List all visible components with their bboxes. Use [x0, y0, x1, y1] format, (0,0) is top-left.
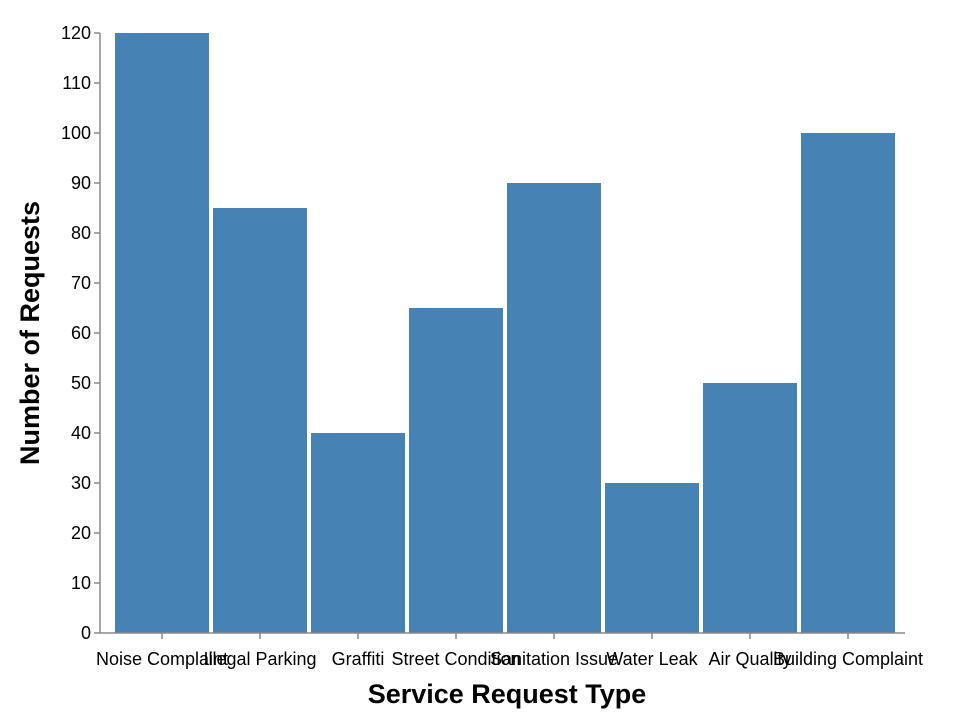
bar-street-condition — [409, 308, 503, 633]
bar-air-quality — [703, 383, 797, 633]
x-tick-label-sanitation-issue: Sanitation Issue — [490, 649, 618, 669]
y-tick-label-120: 120 — [61, 23, 91, 43]
x-tick-label-air-quality: Air Quality — [708, 649, 791, 669]
y-axis-title: Number of Requests — [15, 201, 45, 465]
bar-graffiti — [311, 433, 405, 633]
bar-building-complaint — [801, 133, 895, 633]
bar-sanitation-issue — [507, 183, 601, 633]
y-tick-label-60: 60 — [71, 323, 91, 343]
y-tick-label-20: 20 — [71, 523, 91, 543]
y-tick-label-0: 0 — [81, 623, 91, 643]
bar-illegal-parking — [213, 208, 307, 633]
y-tick-label-110: 110 — [62, 73, 91, 93]
x-tick-label-street-condition: Street Condition — [391, 649, 520, 669]
bar-water-leak — [605, 483, 699, 633]
y-tick-label-30: 30 — [71, 473, 91, 493]
y-axis: 0 10 20 30 40 50 60 70 80 90 100 110 120 — [61, 23, 101, 643]
x-axis-title: Service Request Type — [368, 679, 647, 709]
x-tick-label-illegal-parking: Illegal Parking — [203, 649, 316, 669]
bar-noise-complaint — [115, 33, 209, 633]
y-tick-label-40: 40 — [71, 423, 91, 443]
y-tick-label-50: 50 — [71, 373, 91, 393]
y-tick-label-70: 70 — [71, 273, 91, 293]
x-tick-label-building-complaint: Building Complaint — [773, 649, 923, 669]
x-tick-label-noise-complaint: Noise Complaint — [96, 649, 228, 669]
y-tick-label-100: 100 — [61, 123, 91, 143]
bars-group — [115, 33, 895, 633]
y-tick-label-90: 90 — [71, 173, 91, 193]
y-tick-label-80: 80 — [71, 223, 91, 243]
x-tick-label-graffiti: Graffiti — [332, 649, 385, 669]
x-tick-label-water-leak: Water Leak — [606, 649, 698, 669]
y-tick-label-10: 10 — [71, 573, 91, 593]
